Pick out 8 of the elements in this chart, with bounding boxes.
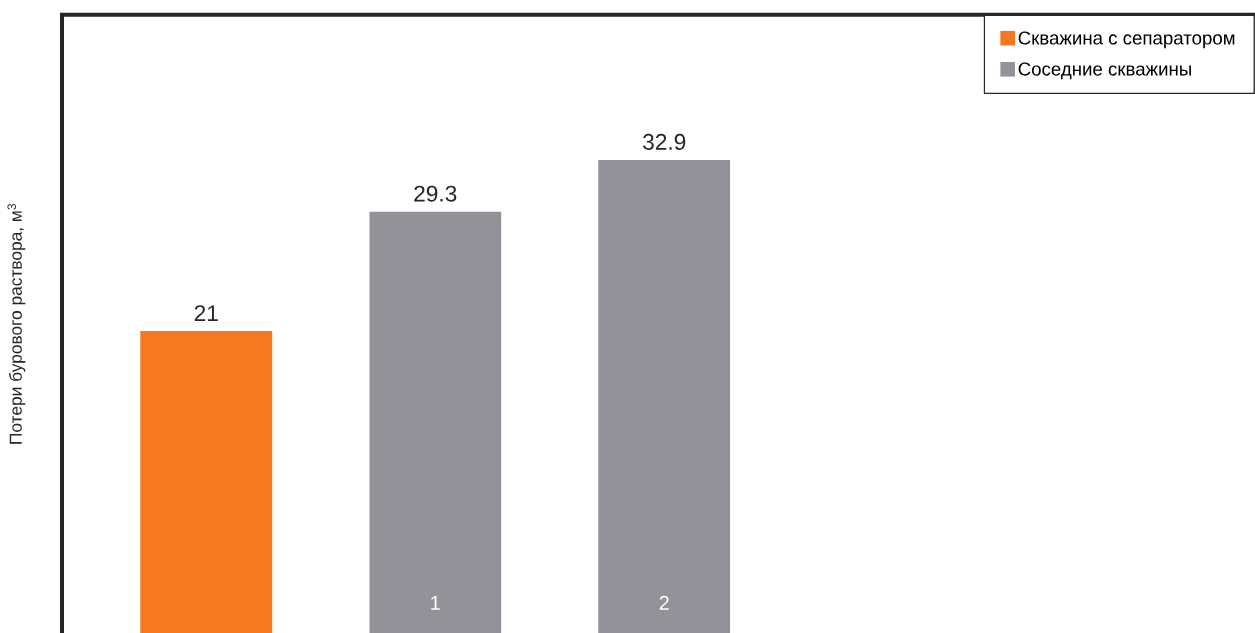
- y-axis-title: Потери бурового раствора, м$^{3}$: [7, 203, 26, 444]
- legend-label: Скважина с сепаратором: [1018, 31, 1235, 49]
- x-tick-label: 1: [431, 595, 440, 610]
- data-label: 32.9: [643, 133, 686, 150]
- legend-label: Соседние скважины: [1018, 62, 1191, 80]
- data-label: 29.3: [414, 185, 457, 202]
- data-label: 21: [194, 305, 218, 321]
- x-tick-label: 2: [659, 595, 669, 610]
